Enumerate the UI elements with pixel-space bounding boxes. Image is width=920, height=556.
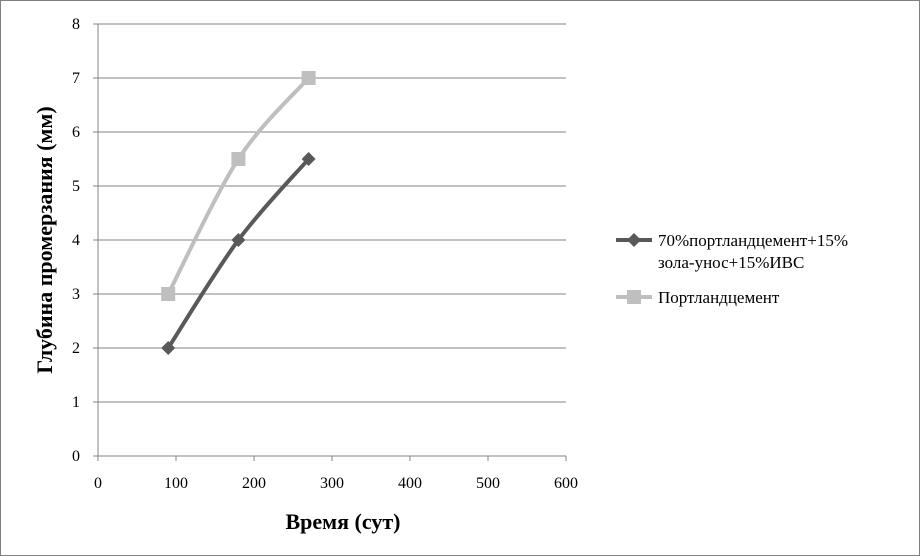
x-tick-label: 400 [398, 475, 422, 492]
legend-label-1: Портландцемент [658, 288, 780, 307]
series-point-1 [301, 71, 316, 85]
x-tick-label: 500 [476, 475, 500, 492]
legend-marker-0 [627, 233, 641, 247]
y-tick-label: 0 [72, 448, 80, 465]
y-tick-label: 1 [72, 394, 80, 411]
x-axis-title: Время (сут) [286, 509, 401, 534]
series-point-0 [231, 233, 246, 247]
y-tick-labels: 0 1 2 3 4 5 6 7 8 [72, 16, 80, 465]
series-point-0 [301, 152, 316, 166]
y-tick-label: 2 [72, 340, 80, 357]
series-point-0 [161, 341, 176, 355]
y-tick-label: 8 [72, 16, 80, 33]
y-tick-label: 5 [72, 178, 80, 195]
legend-label-0: зола-унос+15%ИВС [658, 253, 804, 272]
legend-label-0: 70%портландцемент+15% [658, 231, 848, 250]
x-tick-label: 300 [320, 475, 344, 492]
x-tick-label: 600 [554, 475, 578, 492]
y-tick-label: 6 [72, 124, 80, 141]
x-tick-label: 200 [242, 475, 266, 492]
series-group [161, 71, 316, 355]
y-axis-title: Глубина промерзания (мм) [32, 106, 57, 373]
legend: 70%портландцемент+15% зола-унос+15%ИВС Пор… [616, 231, 848, 307]
x-tick-label: 100 [164, 475, 188, 492]
y-tick-label: 3 [72, 286, 80, 303]
x-tick-label: 0 [94, 475, 102, 492]
series-point-1 [161, 287, 176, 301]
grid-lines [93, 23, 566, 457]
legend-marker-1 [627, 290, 641, 304]
y-tick-label: 4 [72, 232, 80, 249]
x-tick-labels: 0 100 200 300 400 500 600 [94, 456, 578, 492]
series-point-1 [231, 152, 246, 166]
y-tick-label: 7 [72, 70, 80, 87]
